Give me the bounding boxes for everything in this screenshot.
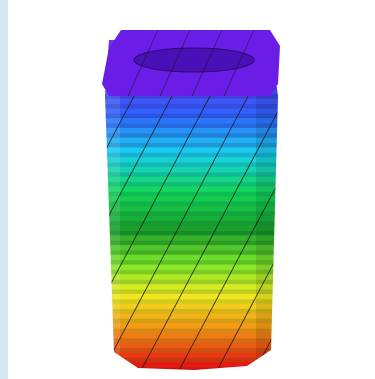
helix-stripe-line xyxy=(8,30,93,379)
color-band-shade xyxy=(105,299,278,305)
color-band-shade xyxy=(105,191,278,197)
color-band-shade xyxy=(105,94,278,100)
rainbow-cylinder-figure xyxy=(8,29,375,379)
helix-stripe-line xyxy=(191,29,223,97)
color-band xyxy=(105,215,278,227)
color-band xyxy=(105,176,278,188)
helix-stripe-line xyxy=(288,30,375,379)
color-band-shade xyxy=(105,143,278,149)
color-band xyxy=(105,342,278,354)
color-band xyxy=(105,284,278,295)
color-band xyxy=(105,352,278,363)
color-band xyxy=(105,235,278,246)
color-band-shade xyxy=(105,367,278,370)
color-band-shade xyxy=(105,201,278,207)
color-band-shade xyxy=(105,348,278,354)
helix-stripe-line xyxy=(326,30,375,379)
color-band-shade xyxy=(105,240,278,246)
helix-stripe-line xyxy=(135,40,278,370)
color-band xyxy=(105,166,278,178)
color-band xyxy=(105,323,278,334)
color-band-shade xyxy=(105,172,278,178)
color-band xyxy=(105,147,278,158)
color-band-shade xyxy=(105,230,278,236)
color-band-shade xyxy=(105,113,278,119)
color-band xyxy=(105,264,278,275)
color-band-shade xyxy=(105,182,278,188)
left-sidebar-strip xyxy=(0,0,8,379)
color-band-shade xyxy=(105,221,278,227)
color-band xyxy=(105,332,278,344)
color-band xyxy=(105,245,278,256)
color-band-shade xyxy=(105,318,278,324)
color-band xyxy=(105,108,278,119)
helix-stripe-line xyxy=(159,29,191,97)
color-band xyxy=(105,196,278,207)
helix-stripe-line xyxy=(127,29,159,97)
color-band-shade xyxy=(105,123,278,129)
helix-stripe-line xyxy=(8,30,55,379)
color-band-shade xyxy=(105,279,278,285)
color-band xyxy=(105,127,278,139)
color-band xyxy=(105,206,278,217)
color-band xyxy=(105,137,278,149)
color-band xyxy=(105,254,278,266)
plot-canvas xyxy=(8,0,375,379)
helix-stripe-line xyxy=(173,40,278,370)
color-band xyxy=(105,157,278,168)
color-band-shade xyxy=(105,269,278,275)
color-band xyxy=(105,293,278,305)
color-band-shade xyxy=(105,103,278,109)
helix-stripe-line xyxy=(364,30,375,379)
color-band xyxy=(105,274,278,285)
color-band-shade xyxy=(105,260,278,266)
color-band-shade xyxy=(105,250,278,256)
color-band xyxy=(105,98,278,109)
color-band-shade xyxy=(105,211,278,217)
helix-stripe-line xyxy=(211,40,278,370)
color-band-shade xyxy=(105,162,278,168)
color-band xyxy=(105,118,278,129)
color-band-shade xyxy=(105,357,278,363)
color-band-shade xyxy=(105,289,278,295)
color-band xyxy=(105,313,278,324)
color-band-shade xyxy=(105,309,278,315)
color-band xyxy=(105,186,278,197)
color-band xyxy=(105,303,278,315)
color-band-shade xyxy=(105,338,278,344)
color-band-shade xyxy=(105,133,278,139)
color-band-shade xyxy=(105,152,278,158)
color-band xyxy=(105,362,278,370)
color-band-shade xyxy=(105,328,278,334)
top-opening xyxy=(133,47,255,73)
color-band xyxy=(105,225,278,236)
helix-stripe-line xyxy=(223,29,255,97)
